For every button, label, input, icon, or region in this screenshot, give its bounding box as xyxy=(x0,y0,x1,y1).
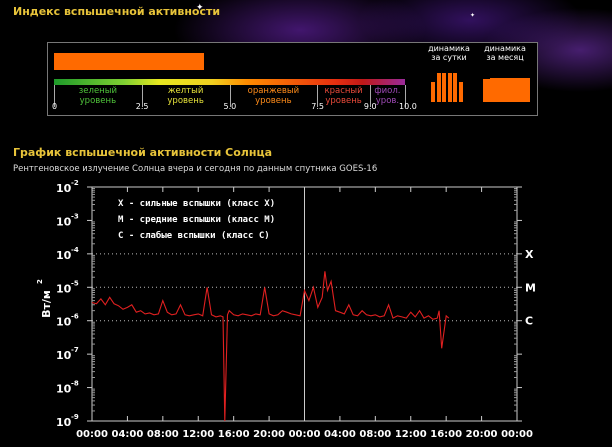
x-tick-label: 12:00 xyxy=(395,429,427,440)
y-tick-label: 10 xyxy=(56,416,72,429)
scale-segment-label: красный уровень xyxy=(324,86,363,106)
x-tick-label: 08:00 xyxy=(359,429,391,440)
y-tick-label: 10 xyxy=(56,282,72,295)
y-axis-label-exponent: 2 xyxy=(36,279,44,284)
x-tick-label: 04:00 xyxy=(111,429,143,440)
x-tick-label: 00:00 xyxy=(501,429,533,440)
y-tick-exponent: -2 xyxy=(71,179,79,187)
dynamics-bar xyxy=(508,77,513,102)
x-tick-label: 00:00 xyxy=(76,429,108,440)
scale-divider xyxy=(317,85,319,107)
dynamics-bar xyxy=(442,73,446,102)
scale-tick-label: 10.0 xyxy=(399,102,417,111)
x-tick-label: 20:00 xyxy=(253,429,285,440)
dynamics-bar xyxy=(447,73,452,102)
chart-section-subtitle: Рентгеновское излучение Солнца вчера и с… xyxy=(13,164,378,174)
dynamics-bar xyxy=(519,77,523,102)
class-label: C xyxy=(525,315,533,328)
y-tick-label: 10 xyxy=(56,316,72,329)
legend-entry: X - сильные вспышки (класс X) xyxy=(118,199,275,209)
flux-series-line xyxy=(91,271,450,422)
flare-index-panel: зеленый уровень желтый уровень оранжевый уров… xyxy=(47,42,538,116)
scale-tick-label: 5.0 xyxy=(223,102,237,111)
dynamics-day-title: динамика за сутки xyxy=(428,44,470,62)
dynamics-bar xyxy=(458,82,463,102)
dynamics-bar xyxy=(490,77,495,102)
scale-divider xyxy=(229,85,231,107)
scale-segment-label: желтый уровень xyxy=(167,86,204,106)
index-scale-gradient xyxy=(54,79,405,85)
y-tick-exponent: -4 xyxy=(71,246,79,254)
y-tick-label: 10 xyxy=(56,249,72,262)
scale-tick-label: 7.5 xyxy=(311,102,324,111)
scale-segment-label: зеленый уровень xyxy=(78,86,117,106)
dynamics-bar xyxy=(436,73,441,102)
legend-entry: C - слабые вспышки (класс C) xyxy=(118,230,270,241)
dynamics-bar xyxy=(526,77,531,102)
y-tick-exponent: -3 xyxy=(71,212,79,220)
dynamics-bar xyxy=(522,77,527,102)
y-axis-label: Вт/м xyxy=(40,290,53,318)
dynamics-bar xyxy=(493,77,498,102)
dynamics-month-title: динамика за месяц xyxy=(484,44,526,62)
chart-section-title: График вспышечной активности Солнца xyxy=(13,146,273,159)
dynamics-bar xyxy=(504,77,509,102)
scale-divider xyxy=(369,85,371,107)
index-title: Индекс вспышечной активности xyxy=(13,5,221,18)
y-tick-exponent: -5 xyxy=(71,279,79,287)
dynamics-bar xyxy=(515,77,520,102)
index-value-bar xyxy=(54,53,204,70)
dynamics-bar xyxy=(453,73,457,102)
dynamics-bar xyxy=(501,77,505,102)
y-tick-label: 10 xyxy=(56,383,72,396)
scale-segment-label: фиол. уров. xyxy=(374,86,401,106)
scale-divider xyxy=(141,85,143,107)
y-tick-exponent: -9 xyxy=(71,413,79,421)
scale-tick-label: 0 xyxy=(52,102,58,111)
y-tick-label: 10 xyxy=(56,182,72,195)
dynamics-bar xyxy=(486,78,491,102)
class-label: M xyxy=(525,281,536,294)
y-tick-label: 10 xyxy=(56,349,72,362)
class-label: X xyxy=(525,248,534,261)
x-tick-label: 20:00 xyxy=(466,429,498,440)
x-tick-label: 00:00 xyxy=(289,429,321,440)
dynamics-bar xyxy=(511,77,516,102)
scale-tick-label: 9.0 xyxy=(363,102,377,111)
x-tick-label: 16:00 xyxy=(218,429,250,440)
y-tick-exponent: -6 xyxy=(71,313,79,321)
y-tick-exponent: -8 xyxy=(71,380,79,388)
star-icon: ✦ xyxy=(196,3,204,13)
x-tick-label: 16:00 xyxy=(430,429,462,440)
dynamics-bar xyxy=(431,82,435,102)
scale-divider xyxy=(54,85,55,107)
scale-divider xyxy=(405,85,406,107)
scale-tick-label: 2.5 xyxy=(135,102,149,111)
scale-segment-label: оранжевый уровень xyxy=(247,86,300,106)
y-tick-label: 10 xyxy=(56,215,72,228)
y-tick-exponent: -7 xyxy=(71,346,79,354)
dynamics-bar xyxy=(497,77,502,102)
legend-entry: M - средние вспышки (класс M) xyxy=(118,215,275,225)
x-tick-label: 12:00 xyxy=(182,429,214,440)
star-icon: ✦ xyxy=(470,12,476,19)
x-tick-label: 04:00 xyxy=(324,429,356,440)
dynamics-bar xyxy=(483,78,487,102)
x-tick-label: 08:00 xyxy=(147,429,179,440)
